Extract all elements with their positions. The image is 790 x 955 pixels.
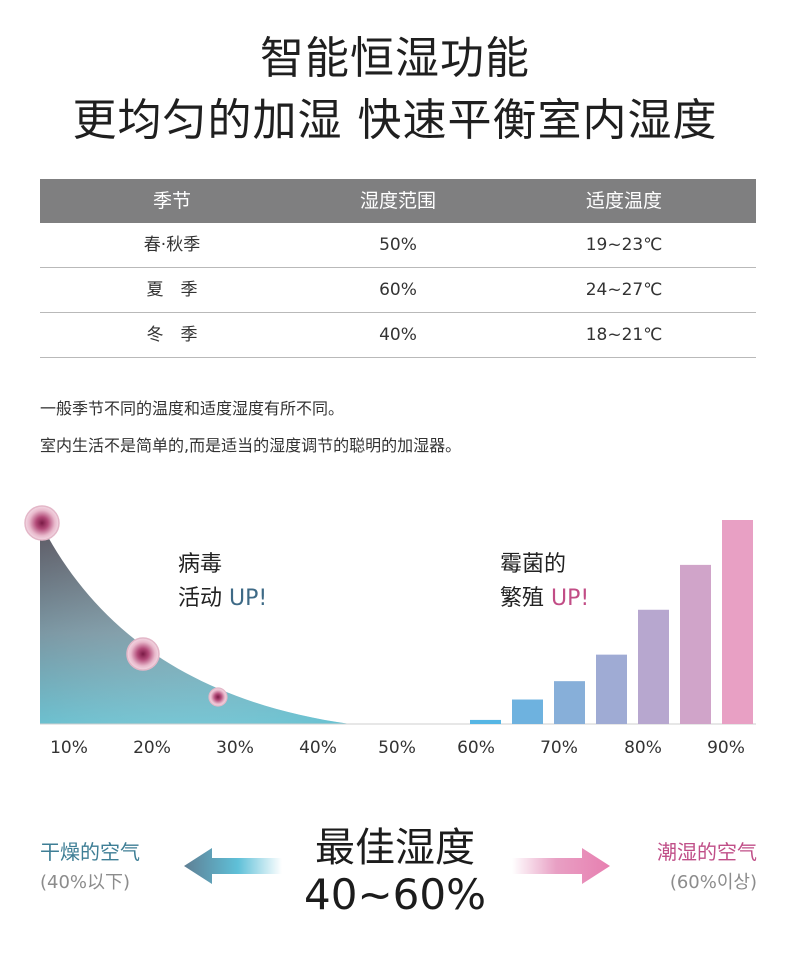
mold-label: 霉菌的 繁殖 UP! — [500, 548, 589, 616]
mold-growth-bars — [470, 520, 753, 724]
x-tick-label: 50% — [378, 738, 416, 758]
header-temperature: 适度温度 — [585, 190, 662, 212]
virus-icon — [24, 505, 60, 541]
optimal-humidity-value: 40~60% — [304, 870, 486, 919]
table-cell: 夏 季 — [146, 280, 198, 300]
humid-air-label: 潮湿的空气 — [657, 840, 757, 864]
page-subtitle: 更均匀的加湿 快速平衡室内湿度 — [72, 95, 718, 146]
description-line-2: 室内生活不是简单的,而是适当的湿度调节的聪明的加湿器。 — [40, 436, 462, 455]
x-tick-label: 10% — [50, 738, 88, 758]
dry-air-range: (40%以下) — [40, 872, 131, 893]
table-cell: 24~27℃ — [585, 280, 663, 300]
x-tick-label: 60% — [457, 738, 495, 758]
mold-bar — [554, 681, 585, 724]
table-row: 冬 季 40% 18~21℃ — [40, 313, 756, 358]
virus-icon — [126, 637, 160, 671]
virus-label-line-2: 活动 UP! — [178, 586, 268, 611]
x-tick-label: 80% — [624, 738, 662, 758]
table-cell: 60% — [379, 280, 417, 300]
right-arrow-icon — [512, 848, 610, 884]
mold-bar — [680, 564, 711, 724]
virus-label-line-1: 病毒 — [178, 552, 223, 577]
table-header: 季节 湿度范围 适度温度 — [40, 179, 756, 223]
virus-up-text: UP! — [229, 586, 268, 611]
table-cell: 19~23℃ — [585, 235, 663, 255]
mold-bar — [512, 699, 543, 724]
table-cell: 冬 季 — [146, 325, 198, 345]
table-cell: 40% — [379, 325, 417, 345]
mold-up-text: UP! — [551, 586, 590, 611]
description-line-1: 一般季节不同的温度和适度湿度有所不同。 — [40, 399, 345, 418]
header-humidity-range: 湿度范围 — [359, 190, 436, 212]
table-row: 春·秋季 50% 19~23℃ — [40, 223, 756, 268]
page-title: 智能恒湿功能 — [260, 33, 530, 84]
x-tick-label: 30% — [216, 738, 254, 758]
mold-bar — [638, 609, 669, 724]
mold-bar — [470, 719, 501, 724]
virus-activity-curve-tint — [40, 522, 350, 724]
humidity-table: 季节 湿度范围 适度温度 春·秋季 50% 19~23℃ 夏 季 60% 24~… — [40, 179, 756, 358]
table-cell: 50% — [379, 235, 417, 255]
optimal-humidity-title: 最佳湿度 — [315, 825, 475, 871]
table-cell: 18~21℃ — [585, 325, 663, 345]
mold-bar — [596, 654, 627, 724]
table-cell: 春·秋季 — [143, 235, 201, 255]
x-tick-label: 70% — [540, 738, 578, 758]
x-tick-label: 40% — [299, 738, 337, 758]
header-season: 季节 — [152, 190, 191, 212]
mold-label-line-2: 繁殖 UP! — [500, 586, 590, 611]
x-tick-label: 20% — [133, 738, 171, 758]
x-tick-label: 90% — [707, 738, 745, 758]
mold-label-line-1: 霉菌的 — [500, 552, 567, 577]
dry-air-label: 干燥的空气 — [40, 840, 140, 864]
humidity-chart — [24, 505, 756, 725]
mold-bar — [722, 520, 753, 724]
virus-label: 病毒 活动 UP! — [178, 548, 267, 616]
table-row: 夏 季 60% 24~27℃ — [40, 268, 756, 313]
left-arrow-icon — [184, 848, 282, 884]
virus-icon — [208, 687, 228, 707]
humid-air-range: (60%이상) — [669, 872, 757, 893]
